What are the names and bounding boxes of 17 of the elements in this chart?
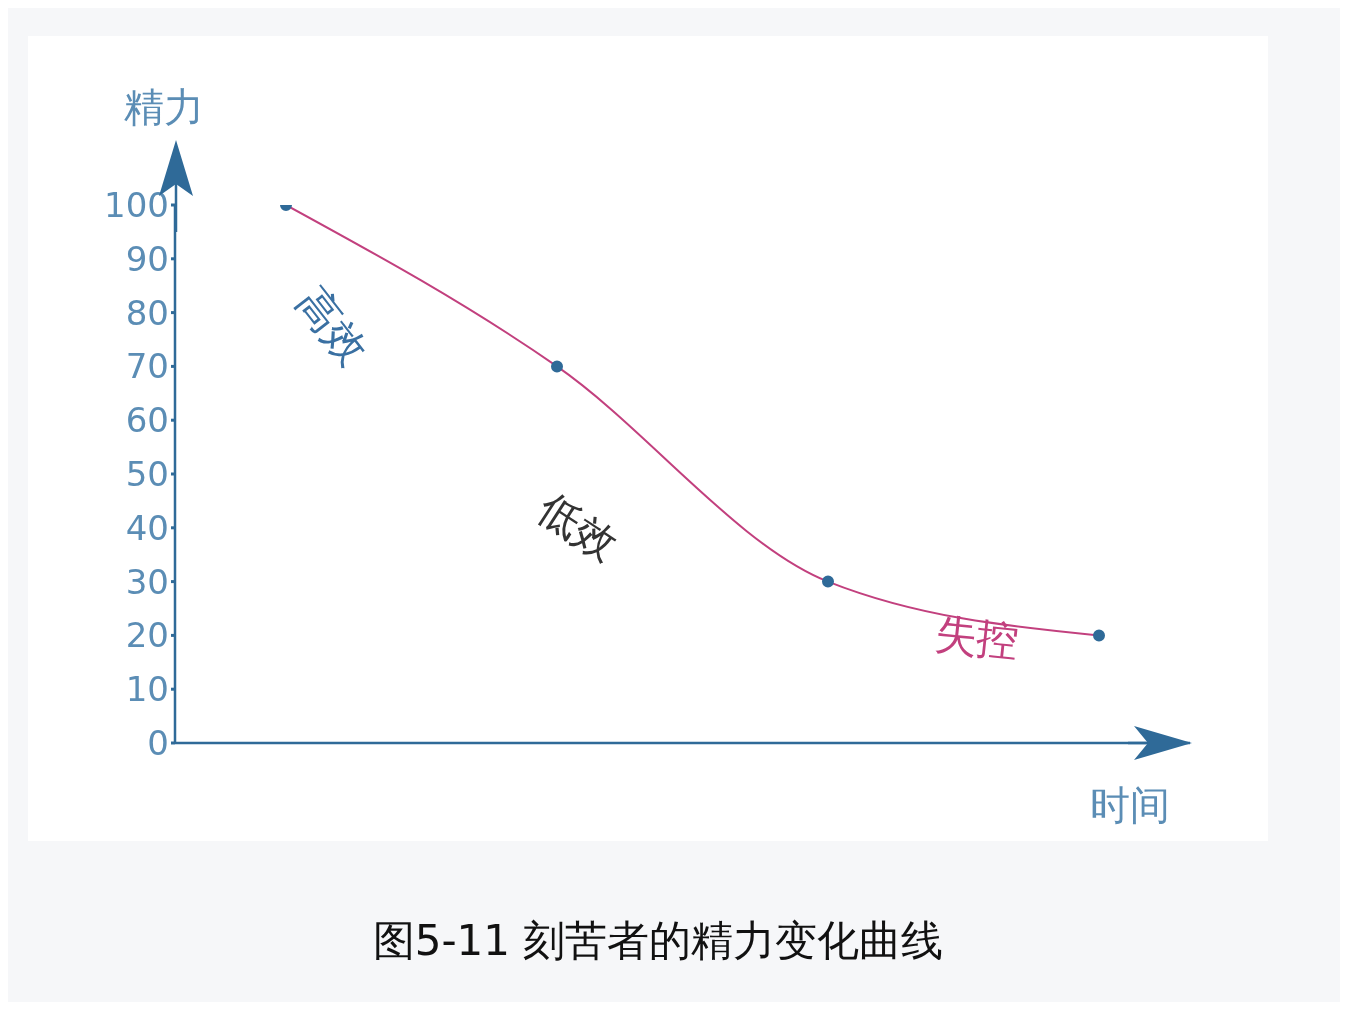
y-tick-label: 30 <box>125 561 169 602</box>
annotation: 失控 <box>932 608 1022 669</box>
text: 图5-11 刻苦者的精力变化曲线 <box>371 915 945 967</box>
y-tick-label: 80 <box>125 292 169 333</box>
y-tick-label: 70 <box>125 346 169 387</box>
y-tick-label: 50 <box>125 454 169 495</box>
annotation: 高效 <box>286 276 379 377</box>
y-tick-label: 40 <box>125 507 169 548</box>
y-tick-label: 0 <box>147 723 169 764</box>
y-tick-label: 10 <box>125 669 169 710</box>
y-tick-label: 20 <box>125 615 169 656</box>
annotation: 低效 <box>528 482 628 573</box>
y-tick-label: 60 <box>125 400 169 441</box>
y-tick-label: 100 <box>104 185 169 226</box>
y-tick-label: 90 <box>125 238 169 279</box>
x-axis-title: 时间 <box>1090 781 1170 830</box>
y-axis-title: 精力 <box>124 83 204 132</box>
